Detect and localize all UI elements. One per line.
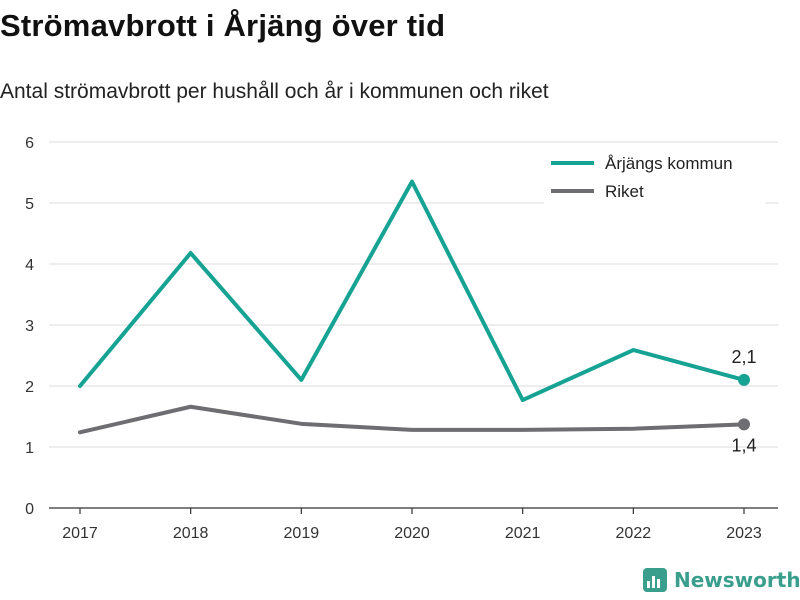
x-tick-label: 2018 [173,525,209,542]
x-tick-label: 2022 [616,525,652,542]
newsworthy-logo-icon [643,568,667,592]
chart-title: Strömavbrott i Årjäng över tid [0,8,446,43]
grid-lines [49,141,778,448]
x-axis: 2017 2018 2019 2020 2021 2022 2023 [49,507,778,542]
brand-logo: Newsworthy [643,568,800,592]
y-axis-ticks: 0 1 2 3 4 5 6 [25,135,34,518]
series-line-1 [78,179,746,403]
data-label: 2,1 [731,347,756,367]
legend-label: Riket [605,182,644,201]
series-line-2 [78,404,746,435]
data-label: 1,4 [731,435,756,455]
y-tick-label: 3 [25,318,34,335]
y-tick-label: 2 [25,379,34,396]
x-tick-label: 2023 [726,525,762,542]
series-end-point-2 [738,418,750,431]
y-tick-label: 6 [25,135,34,152]
x-tick-label: 2020 [394,525,430,542]
x-tick-label: 2021 [505,525,541,542]
brand-name: Newsworthy [674,568,800,592]
chart-subtitle: Antal strömavbrott per hushåll och år i … [0,80,549,103]
x-tick-label: 2019 [284,525,320,542]
series-group: 2,1 1,4 [78,179,757,455]
legend-background [544,150,766,205]
legend: Årjängs kommun Riket [544,150,766,205]
y-tick-label: 1 [25,440,34,457]
series-end-point-1 [738,373,750,386]
legend-label: Årjängs kommun [605,154,733,173]
y-tick-label: 4 [25,257,34,274]
y-tick-label: 5 [25,196,34,213]
x-tick-label: 2017 [62,525,98,542]
y-tick-label: 0 [25,501,34,518]
